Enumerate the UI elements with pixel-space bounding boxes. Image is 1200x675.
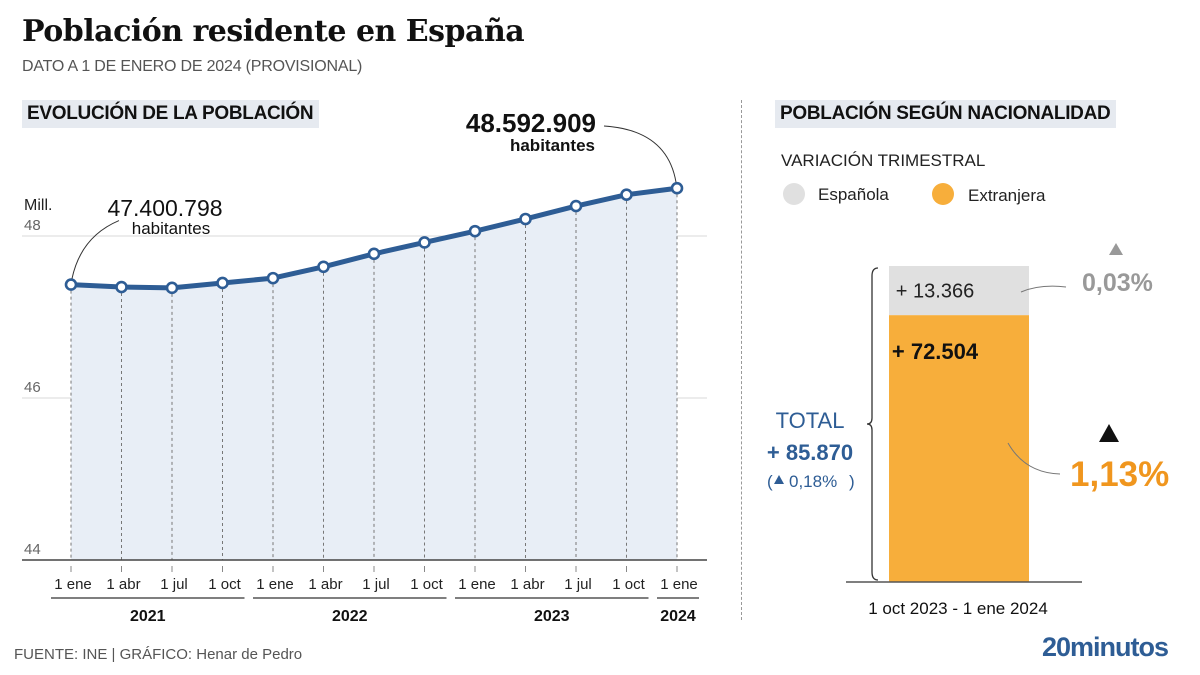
- annotation-connector: [71, 220, 120, 279]
- annotation-connector: [603, 125, 677, 183]
- legend-swatch-espanola: [783, 183, 805, 205]
- line-chart-title: EVOLUCIÓN DE LA POBLACIÓN: [22, 100, 320, 128]
- x-tick-label: 1 abr: [106, 576, 140, 593]
- data-point: [64, 278, 78, 291]
- total-value: + 85.870: [767, 440, 853, 465]
- bar-extranjera: [889, 315, 1029, 582]
- x-tick-label: 1 jul: [564, 576, 592, 593]
- annotation-end-value: 48.592.909: [466, 108, 596, 138]
- annotation-start-value: 47.400.798: [107, 195, 222, 221]
- x-tick-label: 1 jul: [362, 576, 390, 593]
- bar-chart: VARIACIÓN TRIMESTRAL Española Extranjera…: [767, 151, 1169, 618]
- pct-extranjera: 1,13%: [1070, 455, 1169, 494]
- data-point: [519, 212, 532, 226]
- x-tick-label: 1 oct: [410, 576, 443, 593]
- year-label: 2022: [332, 608, 368, 625]
- total-pct: ( 0,18% ): [767, 472, 855, 491]
- legend-label-espanola: Española: [818, 185, 889, 204]
- x-tick-label: 1 ene: [54, 576, 92, 593]
- x-tick-label: 1 abr: [510, 576, 544, 593]
- svg-text:0,18%: 0,18%: [789, 472, 837, 491]
- bar-category-label: 1 oct 2023 - 1 ene 2024: [868, 599, 1048, 618]
- data-point: [266, 271, 280, 285]
- data-point: [468, 224, 482, 238]
- legend-swatch-extranjera: [932, 183, 954, 205]
- annotation-end-unit: habitantes: [510, 136, 595, 155]
- data-point: [317, 260, 330, 274]
- bar-chart-subtitle: VARIACIÓN TRIMESTRAL: [781, 151, 985, 170]
- bar-label-extranjera: + 72.504: [892, 339, 979, 364]
- year-label: 2023: [534, 608, 570, 625]
- year-label: 2021: [130, 608, 166, 625]
- data-point: [670, 181, 684, 195]
- legend-label-extranjera: Extranjera: [968, 186, 1046, 205]
- section-divider: [741, 100, 742, 620]
- bar-chart-title: POBLACIÓN SEGÚN NACIONALIDAD: [775, 100, 1117, 128]
- page-subtitle: DATO A 1 DE ENERO DE 2024 (PROVISIONAL): [22, 58, 363, 75]
- data-point: [418, 236, 431, 249]
- x-tick-label: 1 jul: [160, 576, 188, 593]
- source-credit: FUENTE: INE | GRÁFICO: Henar de Pedro: [14, 646, 303, 663]
- data-point: [569, 199, 583, 213]
- data-point: [367, 247, 381, 261]
- brand-logo: 20minutos: [1042, 632, 1169, 662]
- x-tick-label: 1 oct: [612, 576, 645, 593]
- total-brace: [866, 267, 879, 581]
- data-point: [165, 281, 179, 295]
- svg-text:): ): [849, 472, 855, 491]
- y-axis-unit: Mill.: [24, 197, 52, 214]
- bar-label-espanola: + 13.366: [896, 281, 974, 303]
- y-tick-label: 48: [24, 217, 41, 234]
- pct-espanola: 0,03%: [1082, 269, 1153, 297]
- y-tick-label: 46: [24, 379, 41, 396]
- annotation-start-unit: habitantes: [132, 219, 210, 238]
- up-triangle-icon: [1109, 243, 1123, 255]
- up-triangle-icon: [774, 475, 784, 484]
- x-tick-label: 1 ene: [256, 576, 294, 593]
- data-point: [216, 276, 229, 290]
- up-triangle-icon: [1099, 424, 1119, 442]
- data-point: [620, 188, 633, 201]
- total-label: TOTAL: [776, 408, 845, 433]
- year-label: 2024: [660, 608, 696, 625]
- page-title: Población residente en España: [22, 14, 525, 49]
- x-tick-label: 1 ene: [458, 576, 496, 593]
- y-tick-label: 44: [24, 541, 41, 558]
- bar-espanola: [889, 266, 1029, 316]
- data-point: [115, 280, 128, 294]
- x-tick-label: 1 oct: [208, 576, 241, 593]
- line-chart: 44 46 48 1 ene 1 abr 1 jul 1 oct 1 ene 1 abr 1 j…: [22, 108, 707, 625]
- svg-text:(: (: [767, 472, 773, 491]
- x-tick-label: 1 ene: [660, 576, 698, 593]
- connector-espanola: [1020, 285, 1067, 293]
- connector-extranjera: [1007, 442, 1061, 475]
- x-tick-label: 1 abr: [308, 576, 342, 593]
